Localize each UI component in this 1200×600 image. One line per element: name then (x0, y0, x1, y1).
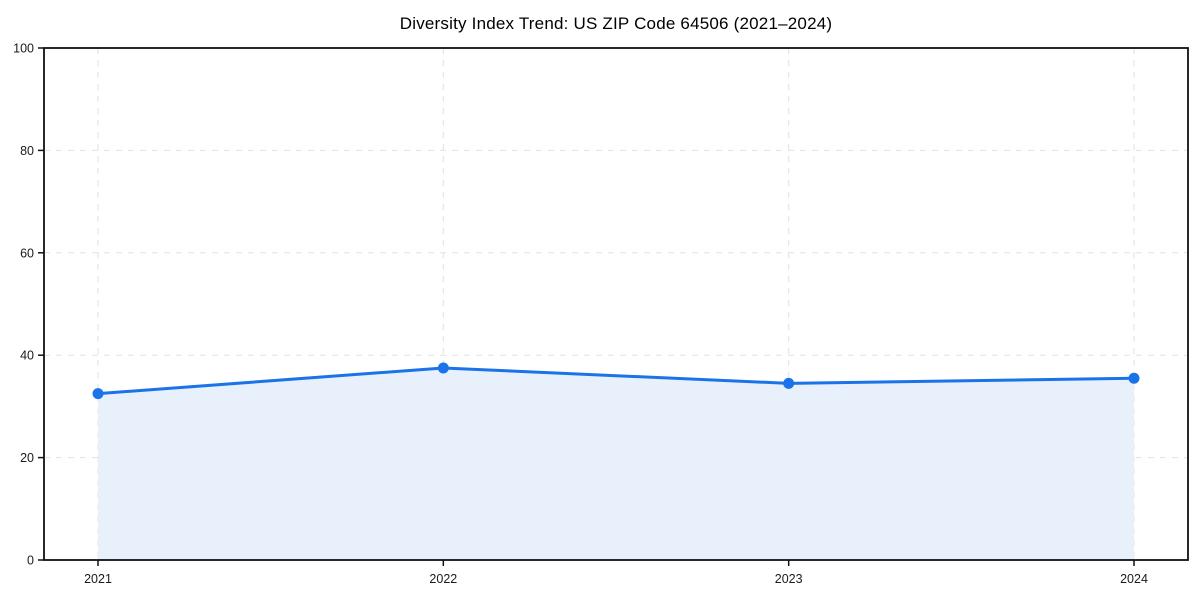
chart-title: Diversity Index Trend: US ZIP Code 64506… (399, 14, 833, 33)
y-tick-label: 20 (20, 451, 34, 465)
x-tick-label: 2022 (429, 572, 457, 586)
y-tick-label: 60 (20, 246, 34, 260)
plot-border (43, 47, 1189, 561)
data-point-2023 (783, 377, 795, 389)
area-fill (98, 368, 1134, 560)
x-tick-label: 2024 (1120, 572, 1148, 586)
y-tick-label: 40 (20, 349, 34, 363)
y-tick-label: 80 (20, 144, 34, 158)
data-point-2021 (92, 388, 104, 400)
trend-line (96, 366, 1136, 396)
data-point-2024 (1128, 372, 1140, 384)
y-tick-label: 100 (13, 42, 34, 56)
y-tick-label: 0 (27, 554, 34, 568)
x-tick-label: 2021 (84, 572, 112, 586)
data-point-2022 (437, 362, 449, 374)
x-tick-label: 2023 (775, 572, 803, 586)
